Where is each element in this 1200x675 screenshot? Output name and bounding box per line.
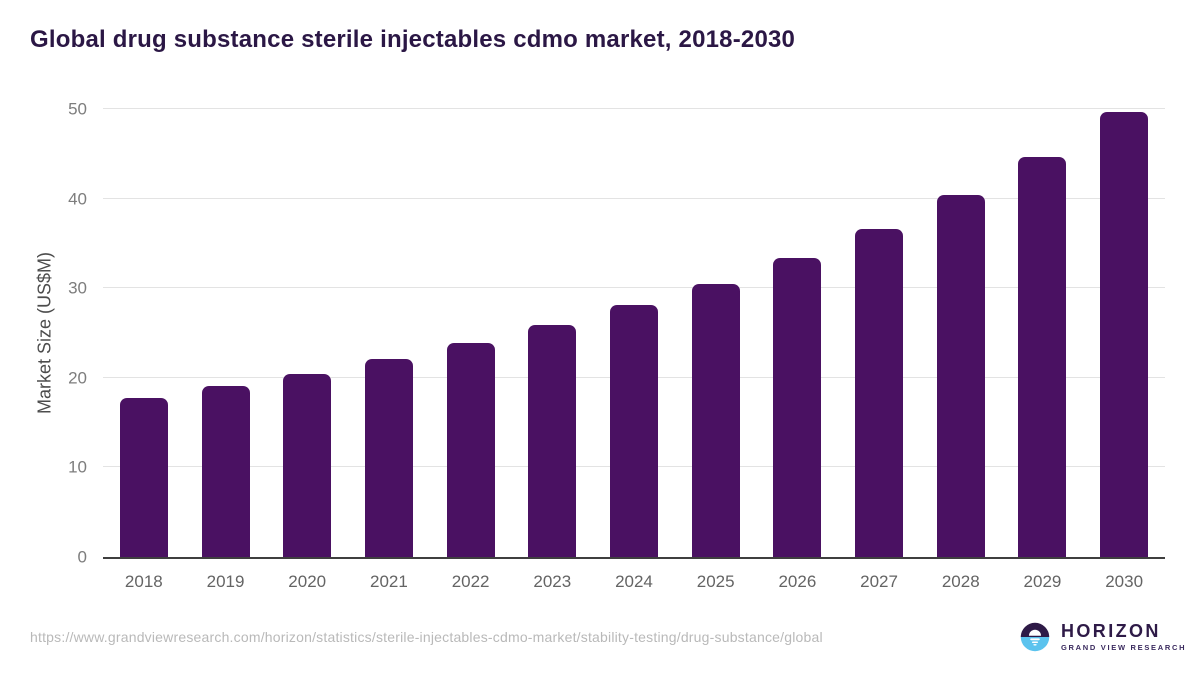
x-tick-label-2023: 2023 [533,572,572,591]
y-tick-label-0: 0 [77,547,87,567]
x-tick-label-2019: 2019 [206,572,245,591]
logo-subtitle: GRAND VIEW RESEARCH [1061,643,1187,653]
horizon-logo: HORIZON GRAND VIEW RESEARCH [1019,621,1186,653]
y-tick-label-10: 10 [68,457,87,477]
bar-2023 [528,324,577,557]
x-tick-label-2018: 2018 [124,572,163,591]
bar-2029 [1018,156,1067,557]
bar-2026 [773,257,822,557]
gridline-30 [103,287,1165,289]
x-tick-label-2026: 2026 [778,572,817,591]
plot-area: 0 10 20 30 40 50 2018 2019 2020 2021 2022 2023 2024 2… [68,101,1165,591]
gridline-50 [103,108,1165,109]
bar-2024 [610,305,658,557]
bar-2018 [119,397,168,557]
y-tick-label-40: 40 [68,189,87,209]
x-tick-label-2024: 2024 [615,572,653,591]
bar-2020 [283,374,332,557]
gridline-40 [103,197,1165,199]
x-tick-label-2021: 2021 [369,572,408,591]
x-tick-label-2028: 2028 [941,572,980,591]
x-tick-label-2027: 2027 [860,572,898,591]
logo-text: HORIZON GRAND VIEW RESEARCH [1061,622,1186,652]
x-tick-label-2029: 2029 [1023,572,1062,591]
y-tick-label-20: 20 [68,368,87,388]
bar-2025 [691,283,740,557]
bar-2022 [446,342,495,557]
x-tick-label-2020: 2020 [288,572,327,591]
x-tick-label-2022: 2022 [451,572,490,591]
bar-2019 [201,385,250,557]
logo-name: HORIZON [1061,621,1161,642]
x-tick-label-2025: 2025 [696,572,735,591]
bar-2021 [364,358,413,557]
horizon-sun-icon [1020,622,1050,652]
bar-2027 [855,229,904,557]
y-tick-label-50: 50 [68,99,87,119]
chart-title: Global drug substance sterile injectable… [30,26,796,53]
y-axis-title: Market Size (US$M) [34,251,55,415]
y-tick-label-30: 30 [68,278,87,298]
bar-2030 [1100,111,1149,557]
source-url: https://www.grandviewresearch.com/horizo… [30,629,823,645]
bar-2028 [936,195,985,557]
x-tick-label-2030: 2030 [1105,572,1144,591]
